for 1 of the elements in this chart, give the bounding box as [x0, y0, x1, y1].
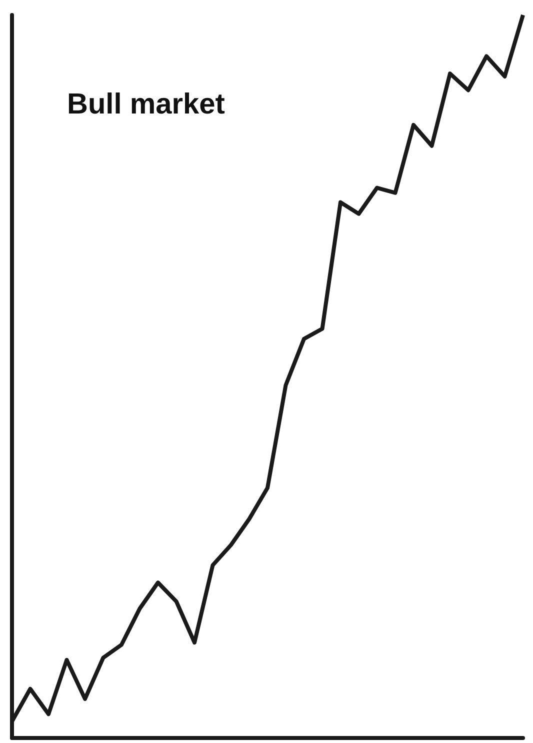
text: Bull market — [67, 88, 226, 120]
